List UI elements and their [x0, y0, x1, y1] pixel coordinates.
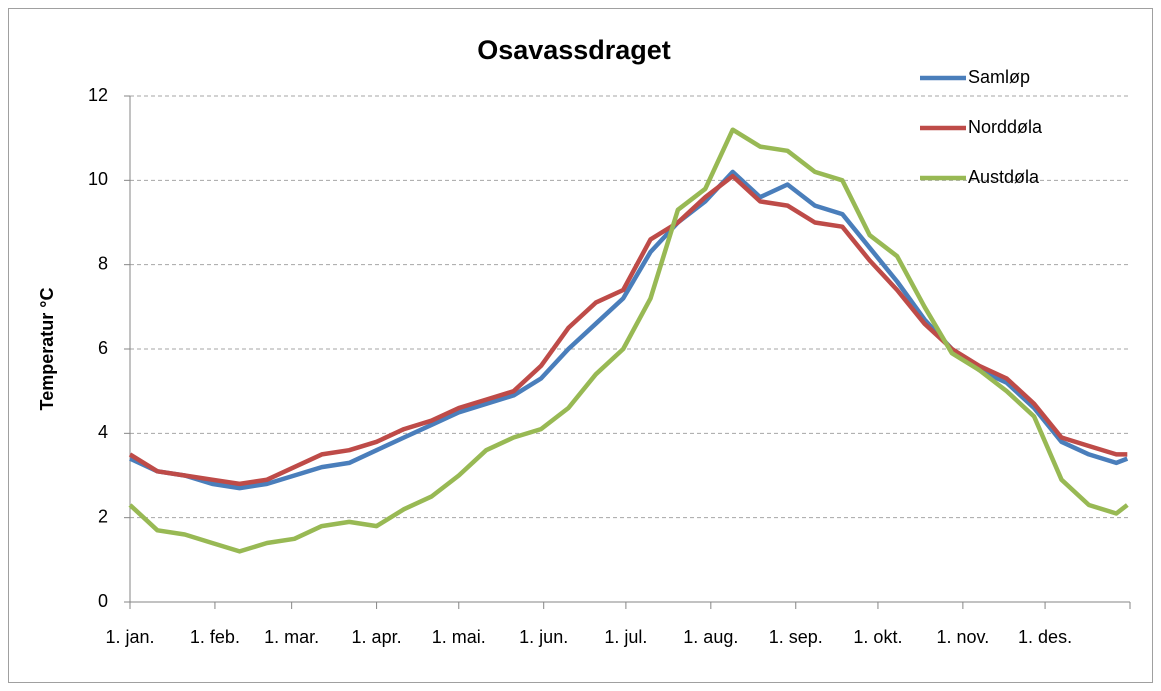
y-axis-label: Temperatur °C	[37, 288, 57, 411]
legend-label: Samløp	[968, 67, 1030, 87]
x-tick-label: 1. mar.	[264, 627, 319, 647]
y-tick-label: 8	[98, 253, 108, 273]
chart-frame	[8, 8, 1153, 683]
series-line	[128, 127, 1129, 554]
legend-label: Norddøla	[968, 117, 1043, 137]
x-tick-label: 1. des.	[1018, 627, 1072, 647]
x-tick-label: 1. mai.	[432, 627, 486, 647]
x-tick-label: 1. jun.	[519, 627, 568, 647]
series-line	[128, 173, 1128, 487]
x-tick-label: 1. apr.	[352, 627, 402, 647]
x-tick-label: 1. jan.	[105, 627, 154, 647]
x-tick-label: 1. feb.	[190, 627, 240, 647]
x-tick-label: 1. nov.	[937, 627, 990, 647]
legend-label: Austdøla	[968, 167, 1040, 187]
x-tick-label: 1. sep.	[769, 627, 823, 647]
y-tick-label: 4	[98, 422, 108, 442]
y-tick-label: 6	[98, 338, 108, 358]
y-tick-label: 10	[88, 169, 108, 189]
chart-title: Osavassdraget	[477, 35, 671, 65]
y-tick-label: 2	[98, 506, 108, 526]
x-tick-label: 1. okt.	[853, 627, 902, 647]
x-tick-label: 1. jul.	[604, 627, 647, 647]
y-tick-label: 0	[98, 591, 108, 611]
y-tick-label: 12	[88, 85, 108, 105]
x-tick-label: 1. aug.	[683, 627, 738, 647]
